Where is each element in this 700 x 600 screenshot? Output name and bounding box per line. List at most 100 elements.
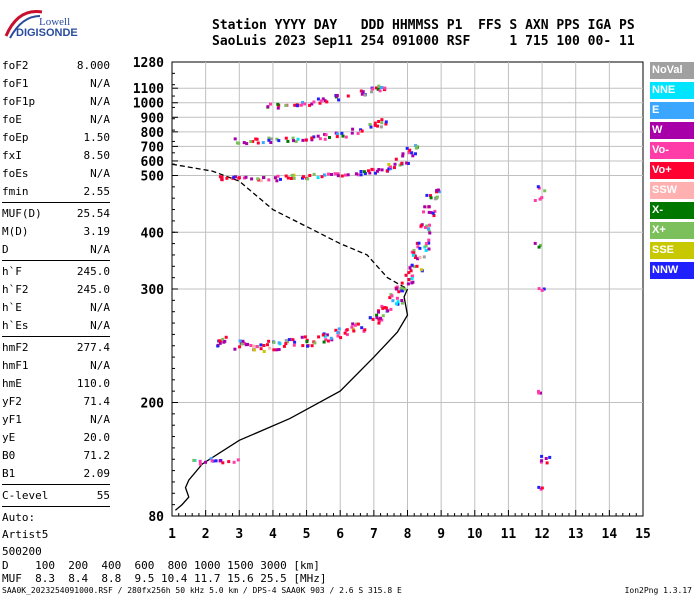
header-columns: Station YYYY DAY DDD HHMMSS P1 FFS S AXN… bbox=[212, 18, 635, 33]
f2-4-hop-mark bbox=[375, 86, 378, 90]
f2-4-hop-mark bbox=[370, 90, 373, 94]
f2-1-hop-mark bbox=[380, 318, 384, 322]
param-label: D bbox=[2, 243, 9, 256]
param-value: 55 bbox=[96, 489, 110, 502]
f2-2-hop-mark bbox=[220, 178, 224, 182]
f2-2-hop-mark bbox=[356, 173, 360, 177]
param-hes: h`Es N/A bbox=[2, 317, 110, 335]
param-hf2: h`F2 245.0 bbox=[2, 281, 110, 299]
f2-1-hop-mark bbox=[284, 342, 288, 346]
param-value: N/A bbox=[90, 95, 110, 108]
f2-2-hop-mark bbox=[377, 168, 381, 171]
isolated-mark bbox=[548, 455, 552, 459]
f2-1-hop-mark bbox=[415, 264, 419, 268]
low-echo-mark bbox=[214, 459, 218, 463]
f2-1-hop-mark bbox=[427, 247, 431, 251]
f2-1-hop-mark bbox=[429, 196, 433, 200]
f2-4-hop-mark bbox=[308, 103, 312, 107]
f2-2-hop-mark bbox=[405, 161, 409, 165]
f2-1-hop-mark bbox=[317, 335, 321, 339]
param-value: N/A bbox=[90, 301, 110, 314]
f2-1-hop-mark bbox=[377, 321, 381, 325]
f2-2-hop-mark bbox=[234, 175, 237, 179]
f2-2-hop-mark bbox=[385, 169, 389, 173]
f2-3-hop-mark bbox=[356, 131, 360, 135]
f2-3-hop-mark bbox=[310, 138, 314, 142]
param-label: hmE bbox=[2, 377, 22, 390]
logo-swoosh-icon bbox=[4, 10, 43, 39]
f2-1-hop-mark bbox=[291, 338, 295, 342]
f2-1-hop-mark bbox=[262, 344, 266, 347]
f2-1-hop-mark bbox=[425, 205, 429, 209]
param-fof2: foF2 8.000 bbox=[2, 57, 110, 75]
y-tick-label: 300 bbox=[141, 283, 165, 298]
isolated-mark bbox=[540, 288, 544, 292]
f2-1-hop-mark bbox=[418, 255, 422, 259]
f2-1-hop-mark bbox=[244, 343, 248, 347]
isolated-mark bbox=[544, 457, 548, 460]
f2-1-hop-mark bbox=[233, 347, 237, 351]
f2-1-hop-mark bbox=[422, 210, 425, 214]
isolated-mark bbox=[537, 485, 541, 489]
f2-1-hop-mark bbox=[416, 245, 420, 249]
f2-3-hop-mark bbox=[316, 134, 320, 138]
f2-3-hop-mark bbox=[340, 131, 344, 135]
f2-3-hop-mark bbox=[344, 135, 348, 139]
f2-1-hop-mark bbox=[381, 314, 385, 318]
f2-1-hop-mark bbox=[216, 344, 220, 348]
f2-1-hop-mark bbox=[396, 300, 400, 304]
f2-1-hop-mark bbox=[343, 331, 347, 335]
f2-3-hop-mark bbox=[373, 123, 377, 127]
f2-3-hop-mark bbox=[261, 141, 265, 145]
logo-digisonde: DIGISONDE bbox=[16, 27, 78, 39]
isolated-mark bbox=[533, 199, 537, 202]
param-value: N/A bbox=[90, 359, 110, 372]
param-divider bbox=[2, 202, 110, 203]
f2-2-hop-mark bbox=[290, 173, 294, 177]
f2-3-hop-mark bbox=[269, 141, 273, 144]
f2-1-hop-mark bbox=[400, 281, 404, 285]
f2-1-hop-mark bbox=[277, 348, 281, 351]
f2-2-hop-mark bbox=[343, 173, 347, 177]
isolated-mark bbox=[538, 197, 542, 201]
f2-1-hop-mark bbox=[353, 323, 357, 327]
low-echo-mark bbox=[192, 458, 196, 462]
param-label: yF1 bbox=[2, 413, 22, 426]
f2-1-hop-mark bbox=[424, 244, 428, 248]
f2-3-hop-mark bbox=[255, 137, 259, 141]
auto-scaling-text: Artist5 bbox=[2, 528, 49, 541]
f2-1-hop-mark bbox=[267, 339, 271, 343]
param-label: h`F2 bbox=[2, 283, 29, 296]
auto-scaling-text: 500200 bbox=[2, 545, 42, 558]
f2-4-hop-mark bbox=[360, 92, 364, 96]
f2-1-hop-mark bbox=[301, 344, 305, 348]
isolated-mark bbox=[539, 391, 542, 395]
f2-1-hop-mark bbox=[381, 306, 385, 310]
param-label: hmF1 bbox=[2, 359, 29, 372]
f2-1-hop-mark bbox=[379, 316, 382, 320]
param-value: 110.0 bbox=[76, 377, 110, 390]
param-fmin: fmin 2.55 bbox=[2, 183, 110, 201]
f2-1-hop-mark bbox=[408, 266, 412, 270]
f2-1-hop-mark bbox=[218, 339, 222, 343]
x-tick-label: 5 bbox=[303, 527, 311, 542]
f2-1-hop-mark bbox=[432, 214, 436, 218]
f2-1-hop-mark bbox=[238, 339, 242, 343]
digisonde-logo: Lowell DIGISONDE bbox=[4, 6, 104, 40]
isolated-mark bbox=[540, 486, 544, 490]
legend-ssw-swatch: SSW bbox=[650, 182, 694, 199]
f2-1-hop-mark bbox=[403, 287, 407, 291]
f2-2-hop-mark bbox=[220, 175, 224, 179]
param-value: 25.54 bbox=[76, 207, 110, 220]
f2-4-hop-mark bbox=[303, 102, 307, 106]
f2-1-hop-mark bbox=[350, 325, 354, 329]
param-label: yE bbox=[2, 431, 16, 444]
f2-1-hop-mark bbox=[427, 238, 431, 242]
f2-1-hop-mark bbox=[388, 296, 392, 300]
f2-1-hop-mark bbox=[306, 344, 309, 348]
f2-1-hop-mark bbox=[326, 339, 330, 343]
f2-1-hop-mark bbox=[218, 341, 222, 345]
isolated-mark bbox=[540, 454, 544, 458]
param-hme: hmE 110.0 bbox=[2, 375, 110, 393]
f2-1-hop-mark bbox=[410, 277, 414, 280]
